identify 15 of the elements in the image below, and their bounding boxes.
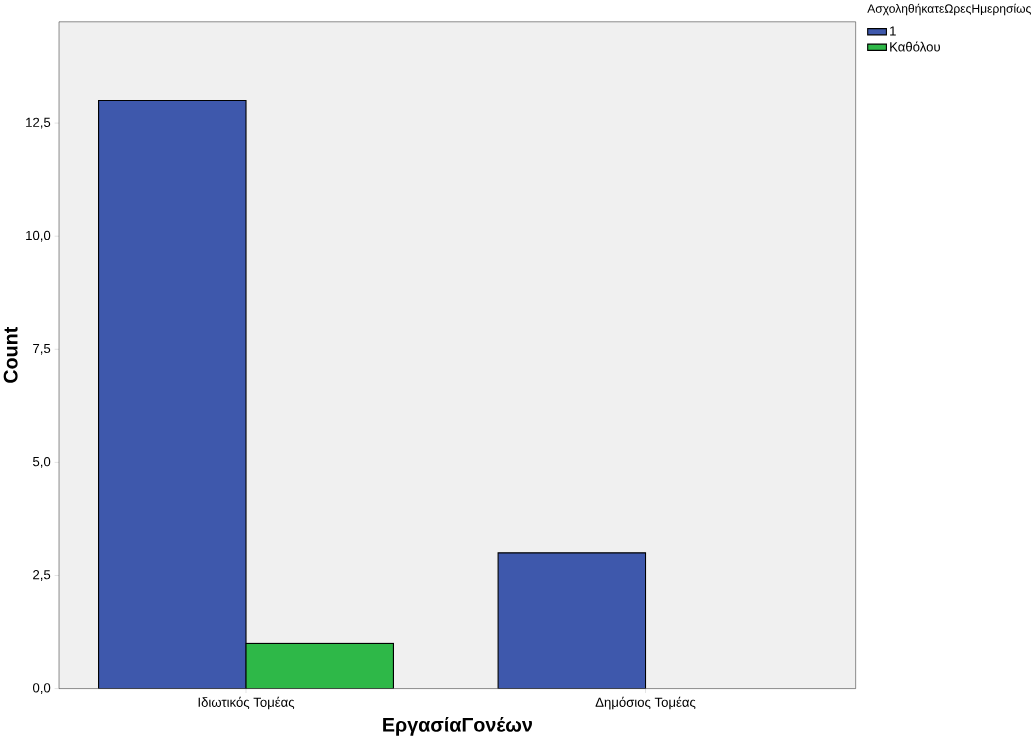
x-axis-title: ΕργασίαΓονέων [383,716,532,736]
bar [497,552,647,689]
y-tick-label: 7,5 [33,343,51,355]
y-tick-label: 5,0 [33,456,51,468]
legend-label: 1 [890,26,896,36]
y-tick-label: 12,5 [26,117,51,129]
y-axis-title: Count [3,326,18,383]
bar [98,99,247,689]
legend-title: ΑσχοληθήκατεΩρεςΗμερησίως [867,3,1031,16]
x-tick-label: Ιδιωτικός Τομέας [198,696,295,710]
x-tick-label: Δημόσιος Τομέας [595,696,696,710]
legend-label: Καθόλου [890,41,941,52]
y-tick-label: 10,0 [26,230,51,242]
y-tick-label: 0,0 [32,683,51,694]
y-tick-label: 2,5 [33,569,51,581]
